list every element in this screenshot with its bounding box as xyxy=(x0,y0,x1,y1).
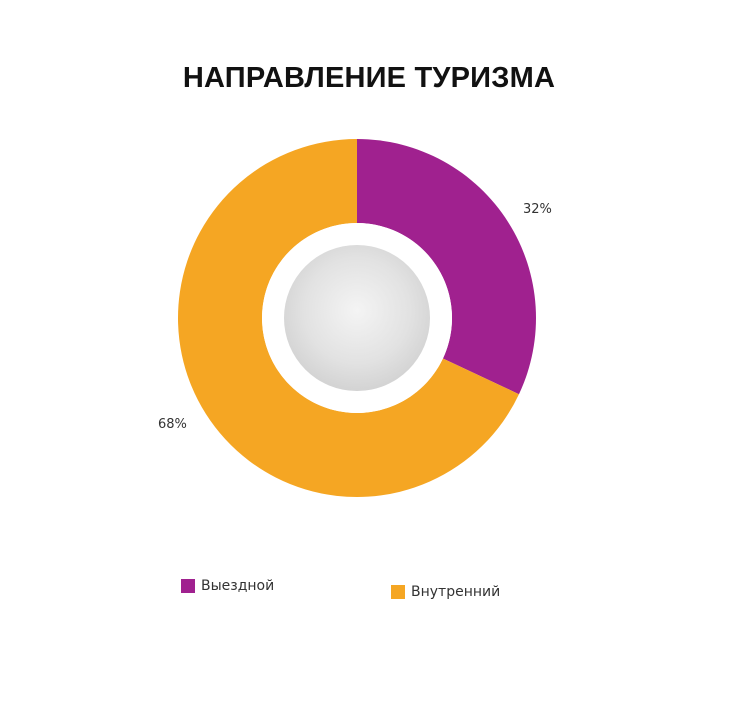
legend-swatch-vnutrenniy xyxy=(391,585,405,599)
donut-center-disc xyxy=(284,245,430,391)
data-label-vyezdnoy: 32% xyxy=(523,202,552,217)
legend-swatch-vyezdnoy xyxy=(181,579,195,593)
legend-label-vyezdnoy: Выездной xyxy=(201,578,275,594)
legend-label-vnutrenniy: Внутренний xyxy=(411,584,501,600)
donut-slices xyxy=(177,139,536,497)
data-label-vnutrenniy: 68% xyxy=(158,417,187,432)
legend-item-vnutrenniy[interactable]: Внутренний xyxy=(391,584,500,600)
chart-title: НАПРАВЛЕНИЕ ТУРИЗМА xyxy=(182,62,556,94)
slice-vnutrenniy[interactable] xyxy=(177,139,519,497)
legend-item-vyezdnoy[interactable]: Выездной xyxy=(181,578,274,594)
slice-vyezdnoy[interactable] xyxy=(357,139,536,395)
